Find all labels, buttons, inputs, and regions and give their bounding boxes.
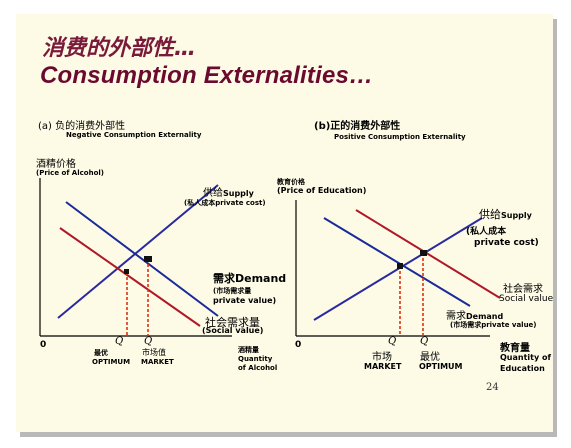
left-social-note: (Social value) <box>202 326 264 335</box>
left-market-cn: 市场值 <box>142 348 166 357</box>
left-x-axis-en-1: Quantity <box>238 355 273 363</box>
right-y-axis-label-cn: 教育价格 <box>277 178 305 186</box>
right-x-axis-cn: 教育量 <box>500 343 530 354</box>
right-optimum-en: OPTIMUM <box>419 362 463 371</box>
right-market-cn: 市场 <box>372 352 392 363</box>
left-q-optimum: Q <box>115 336 124 347</box>
right-q-optimum: Q <box>420 336 429 347</box>
right-q-market: Q <box>388 336 397 347</box>
left-supply-note: (私人成本private cost) <box>184 199 266 207</box>
right-panel-label-en: Positive Consumption Externality <box>334 133 466 141</box>
right-origin: 0 <box>295 340 302 350</box>
left-social-label: 社会需求量 <box>205 316 260 329</box>
right-y-axis-label-en: (Price of Education) <box>277 186 367 195</box>
slide-background <box>16 14 553 432</box>
left-demand-label: 需求Demand <box>213 272 287 285</box>
left-social-demand-curve <box>59 227 201 327</box>
right-supply-label: 供给Supply <box>479 208 532 221</box>
right-demand-note: (市场需求private value) <box>450 321 537 329</box>
right-supply-note-1: (私人成本 <box>466 227 507 237</box>
right-x-axis-en-1: Quantity of <box>500 353 551 362</box>
right-optimum-point <box>420 250 427 256</box>
left-origin: 0 <box>40 340 47 350</box>
right-optimum-cn: 最优 <box>420 352 440 363</box>
right-supply-note-2: private cost) <box>474 238 539 248</box>
right-social-label-cn: 社会需求 <box>503 284 543 295</box>
left-market-en: MARKET <box>141 358 174 366</box>
left-demand-curve <box>65 201 219 317</box>
slide-title-english: Consumption Externalities… <box>40 62 374 89</box>
left-optimum-cn: 最优 <box>94 349 108 357</box>
right-demand-curve <box>323 217 471 307</box>
left-panel-label-cn: (a) 负的消费外部性 <box>38 121 126 132</box>
left-panel-label-en: Negative Consumption Externality <box>66 131 202 139</box>
right-social-demand-curve <box>355 209 501 299</box>
right-social-label-en: Social value <box>499 294 554 304</box>
left-market-point <box>144 256 152 262</box>
left-demand-note-2: private value) <box>213 296 277 305</box>
left-demand-note-1: (市场需求量 <box>213 287 252 295</box>
right-market-point <box>397 263 403 269</box>
left-supply-label: 供给Supply <box>203 188 254 199</box>
left-y-axis-label-en: (Price of Alcohol) <box>36 169 104 177</box>
left-x-axis-cn: 酒精量 <box>238 346 259 354</box>
left-supply-curve <box>57 184 219 319</box>
right-market-en: MARKET <box>364 362 402 371</box>
left-optimum-point <box>124 269 129 274</box>
left-x-axis-en-2: of Alcohol <box>238 364 278 372</box>
left-q-market: Q <box>144 336 153 347</box>
right-demand-label: 需求Demand <box>446 311 504 322</box>
left-y-axis-label-cn: 酒精价格 <box>36 159 76 170</box>
right-panel-label-cn: (b)正的消费外部性 <box>314 121 401 132</box>
right-x-axis-en-2: Education <box>500 364 545 373</box>
left-optimum-en: OPTIMUM <box>92 358 131 366</box>
slide-title-chinese: 消费的外部性… <box>42 36 197 61</box>
page-number: 24 <box>486 382 499 393</box>
